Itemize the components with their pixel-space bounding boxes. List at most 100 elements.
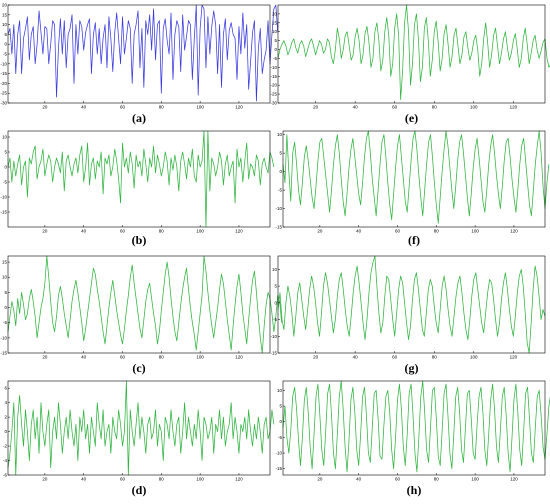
y-tick-label: 0 (4, 42, 7, 47)
x-tick-label: 100 (471, 477, 479, 482)
y-tick-label: 10 (272, 29, 278, 34)
x-tick-label: 60 (120, 105, 126, 110)
x-tick-label: 60 (120, 355, 126, 360)
y-tick-label: 0 (274, 300, 277, 305)
x-tick-label: 100 (196, 355, 204, 360)
y-tick-label: -10 (275, 451, 282, 456)
x-tick-label: 120 (235, 105, 243, 110)
x-tick-label: 80 (159, 355, 165, 360)
y-tick-label: -20 (270, 83, 277, 88)
y-tick-label: 10 (277, 388, 283, 393)
y-tick-label: 5 (274, 284, 277, 289)
panel-5: 20 40 60 80 100 120 -30 -25 -20 -15 -10 -5 0 5 10 15 20 (… (270, 4, 550, 125)
y-tick-label: 10 (2, 135, 8, 140)
x-tick-label: 80 (159, 105, 165, 110)
y-tick-label: 5 (279, 404, 282, 409)
y-tick-label: -15 (275, 466, 282, 471)
y-tick-label: 0 (4, 305, 7, 310)
x-tick-label: 60 (395, 229, 401, 234)
panel-caption: (h) (407, 483, 422, 497)
panel-caption: (a) (132, 111, 146, 125)
plot-frame (277, 255, 546, 354)
y-tick-label: -30 (0, 101, 7, 106)
y-tick-label: -10 (0, 335, 7, 340)
y-tick-label: -15 (0, 71, 7, 76)
x-tick-label: 80 (434, 477, 440, 482)
x-tick-label: 120 (510, 229, 518, 234)
x-tick-label: 20 (42, 477, 48, 482)
y-tick-label: 5 (4, 150, 7, 155)
y-tick-label: 15 (2, 260, 8, 265)
x-tick-label: 20 (313, 105, 319, 110)
x-tick-label: 100 (470, 355, 478, 360)
x-tick-label: 80 (432, 355, 438, 360)
y-tick-label: 10 (2, 275, 8, 280)
series-line (282, 380, 550, 473)
x-tick-label: 60 (392, 105, 398, 110)
y-tick-label: -25 (270, 92, 277, 97)
x-tick-label: 40 (81, 477, 87, 482)
x-tick-label: 20 (42, 229, 48, 234)
y-tick-label: -15 (0, 210, 7, 215)
x-tick-label: 40 (356, 229, 362, 234)
y-tick-label: -4 (3, 458, 7, 463)
y-tick-label: -5 (273, 317, 277, 322)
x-tick-label: 20 (42, 355, 48, 360)
panel-caption: (e) (405, 111, 418, 125)
panel-caption: (b) (132, 233, 147, 247)
y-tick-label: -5 (278, 188, 282, 193)
y-tick-label: 5 (274, 38, 277, 43)
y-tick-label: 10 (2, 22, 8, 27)
plot-frame (7, 255, 271, 354)
y-tick-label: -30 (270, 101, 277, 106)
y-tick-label: -15 (275, 225, 282, 230)
y-tick-label: 15 (272, 20, 278, 25)
y-tick-label: -15 (0, 351, 7, 356)
y-tick-label: -20 (0, 81, 7, 86)
y-tick-label: -5 (3, 52, 7, 57)
x-tick-label: 80 (434, 229, 440, 234)
y-tick-label: -6 (3, 473, 7, 478)
y-tick-label: 5 (279, 151, 282, 156)
y-tick-label: -10 (275, 206, 282, 211)
x-tick-label: 40 (81, 105, 87, 110)
panel-4: 20 40 60 80 100 120 -6 -4 -2 0 2 4 6 (d) (3, 380, 275, 497)
panel-1: 20 40 60 80 100 120-30-25-20-15-10-505101520(… (0, 3, 279, 125)
x-tick-label: 120 (235, 477, 243, 482)
y-tick-label: 20 (272, 11, 278, 16)
y-tick-label: -25 (0, 91, 7, 96)
panel-caption: (g) (405, 361, 419, 375)
x-tick-label: 20 (317, 477, 323, 482)
series-line (7, 255, 283, 354)
x-tick-label: 100 (196, 105, 204, 110)
plot-frame (282, 130, 546, 228)
y-tick-label: -15 (270, 351, 277, 356)
y-tick-label: 5 (4, 290, 7, 295)
plot-frame (277, 4, 546, 104)
y-tick-label: 10 (272, 267, 278, 272)
y-tick-label: -5 (3, 180, 7, 185)
x-tick-label: 80 (159, 477, 165, 482)
y-tick-label: -5 (3, 320, 7, 325)
panel-8: 20 40 60 80 100 120 -15 -10 -5 0 5 10 (h) (275, 380, 550, 497)
y-tick-label: 5 (4, 32, 7, 37)
panel-6: 20 40 60 80 100 120 -15 -10 -5 0 5 10 (f) (275, 130, 550, 247)
y-tick-label: -10 (0, 195, 7, 200)
y-tick-label: -15 (270, 74, 277, 79)
x-tick-label: 20 (317, 229, 323, 234)
y-tick-label: 2 (4, 415, 7, 420)
x-tick-label: 60 (392, 355, 398, 360)
x-tick-label: 20 (42, 105, 48, 110)
x-tick-label: 100 (196, 229, 204, 234)
y-tick-label: 4 (4, 400, 7, 405)
x-tick-label: 120 (510, 355, 518, 360)
y-tick-label: -5 (273, 56, 277, 61)
x-tick-label: 40 (81, 229, 87, 234)
panel-caption: (d) (132, 483, 147, 497)
x-tick-label: 100 (471, 229, 479, 234)
y-tick-label: 0 (4, 429, 7, 434)
y-tick-label: 15 (2, 12, 8, 17)
x-tick-label: 40 (356, 477, 362, 482)
y-tick-label: 0 (274, 47, 277, 52)
